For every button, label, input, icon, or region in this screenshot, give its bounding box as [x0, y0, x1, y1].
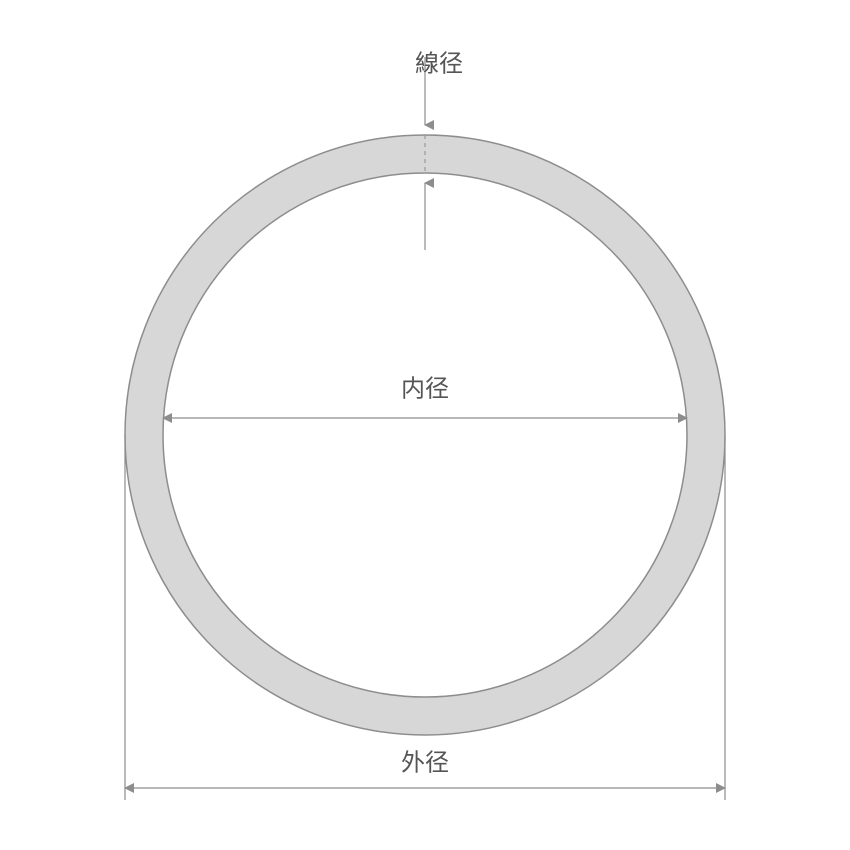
- inner-circle: [163, 173, 687, 697]
- inner-diameter-label: 内径: [401, 375, 449, 402]
- ring-dimension-diagram: 内径 外径 線径: [0, 0, 850, 850]
- wire-diameter-label: 線径: [415, 50, 463, 77]
- outer-diameter-label: 外径: [401, 749, 449, 776]
